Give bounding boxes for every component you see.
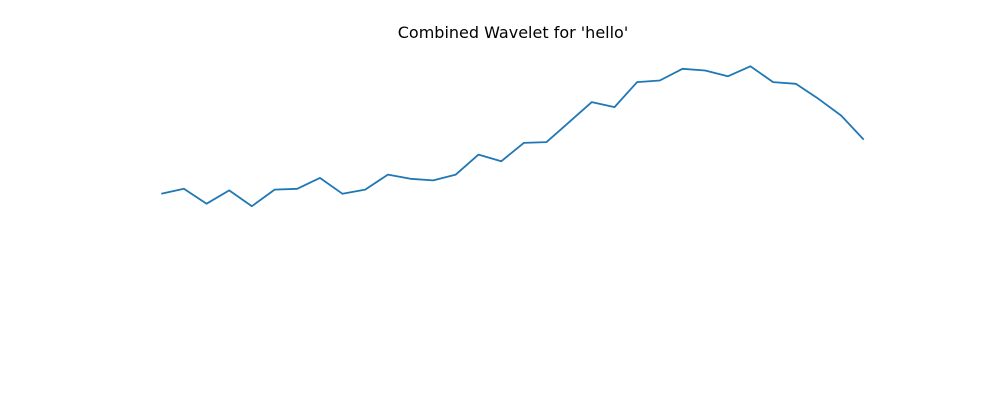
- series-line: [161, 65, 865, 208]
- chart-title: Combined Wavelet for 'hello': [397, 23, 629, 42]
